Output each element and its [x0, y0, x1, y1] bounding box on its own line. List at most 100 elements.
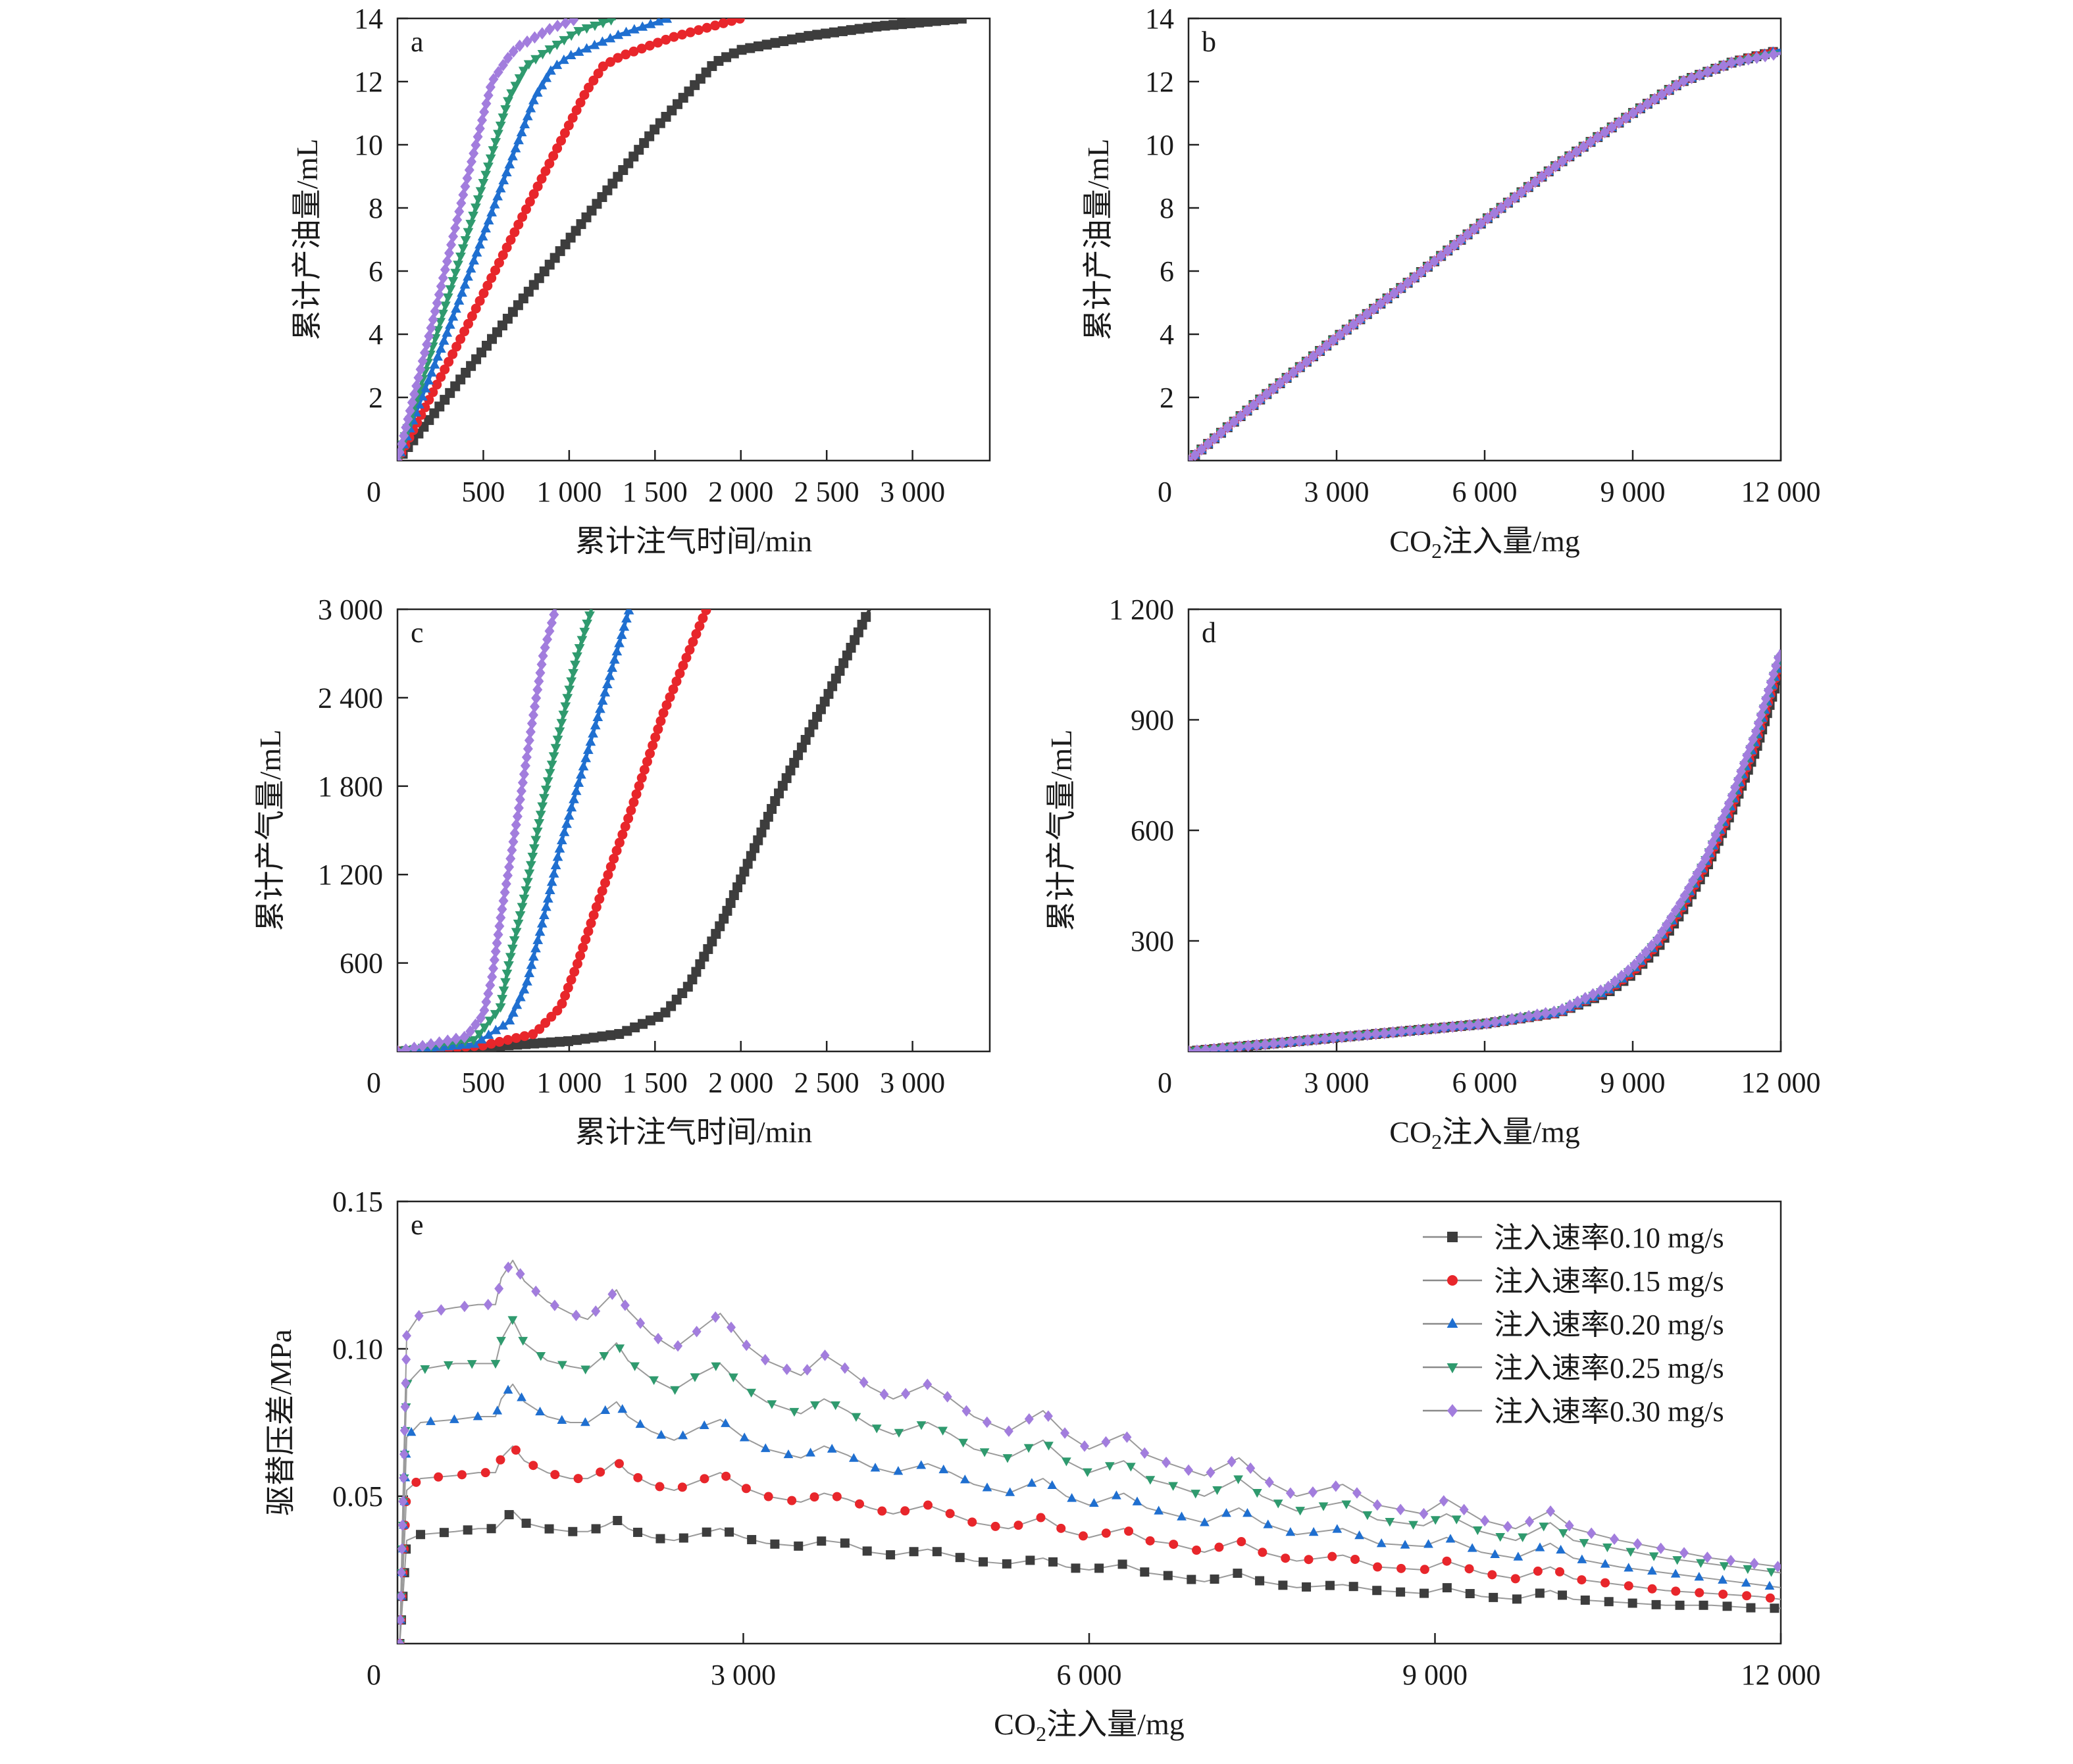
data-point: [1593, 130, 1603, 143]
data-point: [770, 1539, 780, 1549]
data-point: [548, 868, 559, 878]
data-point: [550, 859, 561, 870]
data-point: [442, 1034, 453, 1047]
data-point: [580, 753, 592, 763]
data-point: [741, 1484, 751, 1494]
data-point: [1436, 249, 1446, 263]
data-point: [537, 802, 548, 812]
data-point: [486, 1524, 496, 1534]
data-point: [588, 1032, 599, 1043]
data-point: [691, 629, 702, 640]
data-point: [1439, 1495, 1448, 1507]
data-point: [501, 878, 511, 890]
data-point: [1475, 217, 1486, 230]
data-point: [568, 668, 578, 679]
data-point: [1595, 984, 1606, 997]
data-point: [1603, 980, 1614, 994]
data-point: [1024, 1413, 1034, 1425]
data-point: [471, 303, 481, 314]
data-point: [1430, 1516, 1441, 1525]
data-point: [521, 204, 531, 214]
data-point: [783, 1449, 794, 1459]
data-point: [1385, 1518, 1395, 1527]
y-tick-label: 4: [1160, 318, 1174, 351]
data-point: [510, 82, 521, 91]
data-point: [397, 1543, 407, 1555]
data-point: [532, 934, 544, 944]
data-point: [770, 38, 781, 48]
data-point: [1671, 1586, 1681, 1596]
data-point: [1235, 410, 1246, 422]
data-point: [600, 687, 611, 697]
data-point: [1647, 1584, 1657, 1594]
data-point: [515, 39, 525, 52]
data-point: [401, 1377, 411, 1389]
x-tick-label: 0: [367, 1067, 381, 1099]
data-point: [614, 638, 625, 647]
data-point: [1405, 1024, 1416, 1037]
data-point: [459, 1030, 470, 1044]
data-point: [939, 18, 950, 26]
data-point: [607, 662, 618, 672]
x-tick-label: 2 000: [708, 1067, 773, 1099]
x-axis-label: 累计注气时间/min: [575, 1115, 812, 1149]
data-point: [1048, 1557, 1058, 1567]
data-point: [1043, 1410, 1053, 1422]
data-point: [677, 30, 688, 40]
data-point: [808, 719, 819, 730]
data-point: [495, 121, 506, 132]
data-point: [505, 953, 516, 963]
data-point: [528, 844, 540, 854]
series-line: [1189, 51, 1781, 461]
data-point: [569, 18, 579, 26]
data-point: [804, 727, 815, 738]
data-point: [635, 1419, 646, 1428]
data-point: [838, 658, 849, 668]
data-point: [626, 805, 636, 816]
data-point: [522, 976, 532, 986]
data-point: [1558, 1529, 1568, 1538]
data-point: [1555, 1567, 1565, 1576]
data-point: [1060, 1427, 1070, 1439]
data-point: [528, 709, 538, 722]
data-point: [1140, 1447, 1150, 1459]
data-point: [1004, 1425, 1013, 1437]
data-point: [1083, 1468, 1092, 1477]
y-tick-label: 2: [369, 382, 383, 414]
legend-marker: [1446, 1363, 1458, 1374]
data-point: [645, 18, 656, 28]
data-point: [559, 826, 570, 836]
data-point: [572, 652, 582, 662]
y-tick-label: 600: [340, 947, 383, 980]
data-point: [507, 151, 518, 161]
data-point: [809, 1492, 819, 1502]
y-tick-label: 900: [1131, 704, 1174, 736]
data-point: [703, 944, 713, 954]
data-point: [1498, 1014, 1509, 1027]
data-point: [782, 1363, 792, 1375]
data-point: [575, 950, 586, 961]
data-point: [736, 874, 746, 885]
data-point: [580, 934, 591, 945]
data-point: [536, 80, 548, 89]
data-point: [687, 974, 698, 985]
data-point: [840, 1538, 850, 1548]
data-point: [739, 1432, 750, 1442]
data-point: [1718, 59, 1729, 72]
data-point: [486, 273, 497, 284]
data-point: [538, 1038, 548, 1048]
data-point: [829, 27, 840, 38]
data-point: [563, 810, 575, 820]
data-point: [1666, 911, 1676, 924]
data-point: [688, 637, 698, 647]
data-point: [673, 1340, 683, 1352]
data-point: [484, 1017, 496, 1026]
data-point: [591, 1524, 601, 1534]
data-point: [638, 1019, 648, 1029]
data-point: [506, 89, 517, 99]
data-point: [401, 1043, 411, 1051]
data-point: [1341, 1500, 1352, 1509]
data-point: [713, 56, 724, 66]
data-point: [1587, 1527, 1597, 1540]
data-point: [710, 20, 721, 31]
